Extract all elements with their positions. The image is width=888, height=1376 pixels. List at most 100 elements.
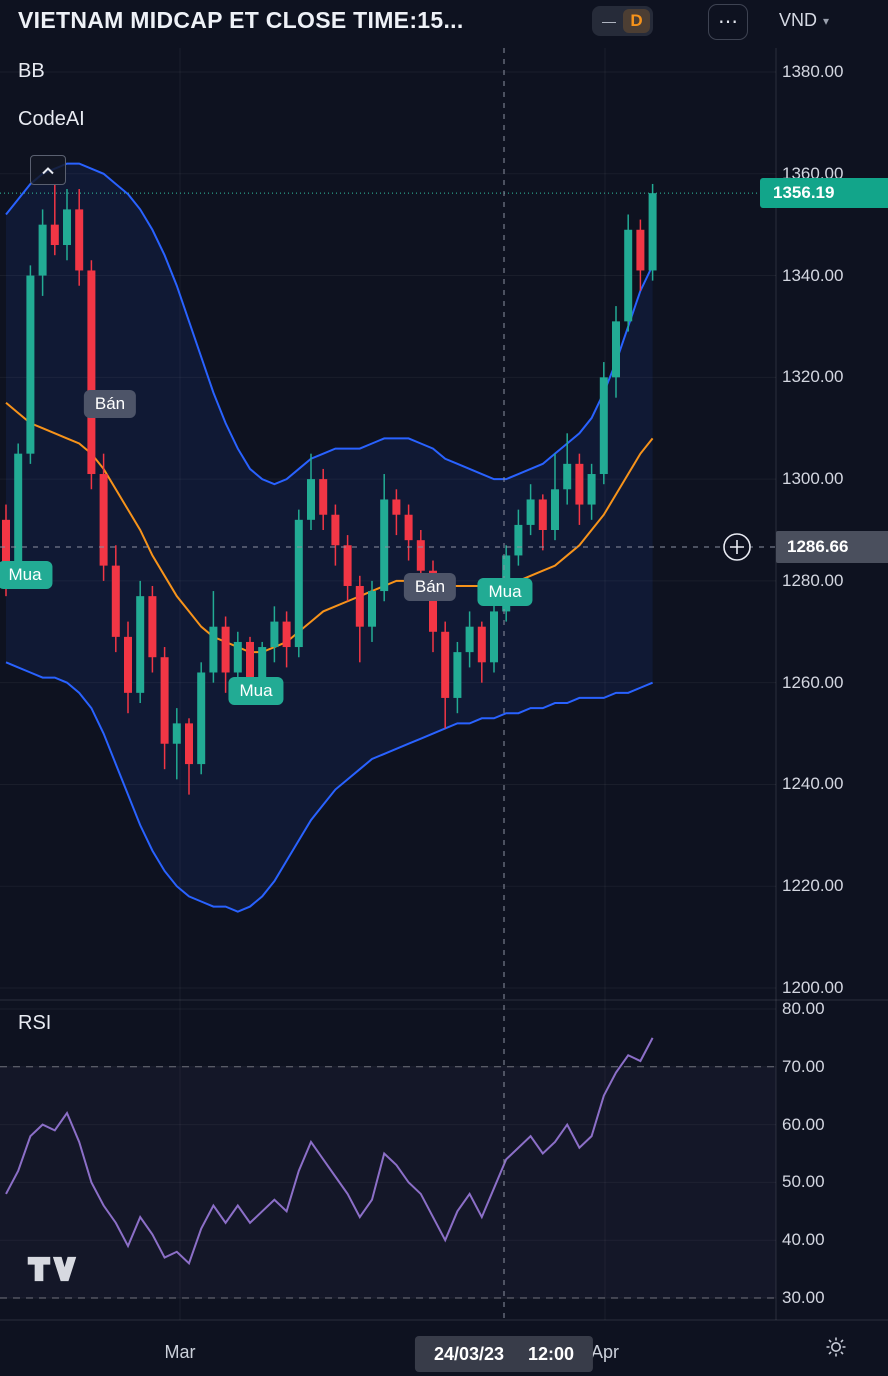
price-axis-label: 1220.00 xyxy=(782,876,844,896)
rsi-line xyxy=(5,1037,654,1266)
plus-circle-icon xyxy=(723,533,751,561)
candle-body xyxy=(99,474,108,566)
candle-body xyxy=(75,209,84,271)
candle-body xyxy=(172,723,181,744)
sun-icon xyxy=(826,1337,846,1357)
candle-body xyxy=(282,621,291,648)
candle-body xyxy=(392,499,401,515)
indicator-label-codeai[interactable]: CodeAI xyxy=(18,108,85,130)
candle-body xyxy=(136,596,145,693)
crosshair-time-tag: 24/03/23 12:00 xyxy=(414,1336,594,1372)
price-axis-label: 1300.00 xyxy=(782,469,844,489)
candle-body xyxy=(233,641,242,673)
interval-toggle[interactable]: — D xyxy=(592,6,653,36)
tradingview-logo[interactable] xyxy=(26,1254,78,1289)
interval-label: D xyxy=(623,9,650,33)
currency-selector[interactable]: VND ▾ xyxy=(779,10,829,31)
crosshair-time: 12:00 xyxy=(528,1343,575,1364)
indicator-label-bb[interactable]: BB xyxy=(18,60,45,82)
add-alert-plus-button[interactable] xyxy=(722,532,752,562)
candle-body xyxy=(209,626,218,673)
candle-body xyxy=(50,224,59,246)
price-axis-label: 1340.00 xyxy=(782,265,844,285)
candle-body xyxy=(612,321,620,378)
candle-body xyxy=(490,611,498,663)
candle-body xyxy=(38,224,47,276)
candle-body xyxy=(636,229,645,271)
candle-body xyxy=(563,463,572,490)
candle-body xyxy=(2,519,10,566)
chevron-down-icon: ▾ xyxy=(823,13,830,28)
candle-body xyxy=(307,479,315,520)
rsi-axis-label: 80.00 xyxy=(782,999,825,1018)
candle-body xyxy=(148,596,157,658)
indicator-label-rsi[interactable]: RSI xyxy=(18,1012,52,1034)
candle-body xyxy=(526,499,535,525)
candle-body xyxy=(416,540,425,571)
candle-body xyxy=(221,626,230,673)
bollinger-upper-line xyxy=(5,162,654,486)
candle-body xyxy=(185,723,193,765)
bollinger-basis-line xyxy=(5,402,654,654)
candle-body xyxy=(14,453,23,566)
candle-body xyxy=(197,672,206,765)
rsi-axis-label: 50.00 xyxy=(782,1172,825,1192)
candle-body xyxy=(599,377,608,475)
price-axis-label: 1320.00 xyxy=(782,367,844,387)
candle-body xyxy=(160,657,169,744)
price-axis-label: 1260.00 xyxy=(782,672,844,692)
candle-body xyxy=(111,565,120,637)
price-axis-label: 1200.00 xyxy=(782,978,844,997)
candle-body xyxy=(331,514,340,546)
candle-body xyxy=(453,652,462,698)
candle-body xyxy=(294,519,303,648)
rsi-axis-label: 70.00 xyxy=(782,1056,825,1076)
candle-body xyxy=(258,647,267,683)
chevron-up-icon xyxy=(42,166,54,174)
crosshair-price-tag: 1286.66 xyxy=(776,530,888,563)
candle-body xyxy=(343,545,352,586)
time-axis-tick: Apr xyxy=(590,1342,620,1362)
candle-body xyxy=(246,641,254,683)
rsi-axis-label: 40.00 xyxy=(782,1230,825,1250)
candle-body xyxy=(575,463,584,505)
time-axis[interactable]: Mar Apr 24/03/23 12:00 xyxy=(0,1320,888,1376)
candle-body xyxy=(355,585,364,627)
candle-body xyxy=(270,621,279,648)
candle-body xyxy=(368,591,376,627)
price-axis-label: 1380.00 xyxy=(782,62,844,81)
price-axis-label: 1280.00 xyxy=(782,570,844,590)
candle-body xyxy=(551,489,559,530)
candle-body xyxy=(624,229,633,322)
candle-body xyxy=(380,499,389,592)
candle-body xyxy=(465,626,474,653)
candle-body xyxy=(26,275,35,454)
rsi-axis-label: 60.00 xyxy=(782,1114,825,1134)
crosshair-date: 24/03/23 xyxy=(433,1343,505,1364)
price-axis-label: 1360.00 xyxy=(782,163,844,183)
price-axis-label: 1240.00 xyxy=(782,774,844,794)
candle-body xyxy=(124,636,132,693)
candle-body xyxy=(477,626,486,663)
more-button[interactable]: ⋯ xyxy=(708,4,748,40)
theme-sun-icon[interactable] xyxy=(824,1335,848,1364)
rsi-zone xyxy=(0,1066,776,1298)
candle-body xyxy=(319,479,328,515)
bollinger-lower-line xyxy=(5,661,653,913)
candle-body xyxy=(63,209,71,246)
hide-indicator-icon: — xyxy=(602,13,616,29)
candle-body xyxy=(429,570,437,632)
current-price-tag: 1356.19 xyxy=(760,178,888,209)
candle-body xyxy=(441,631,450,698)
candle-body xyxy=(514,524,523,556)
candle-body xyxy=(404,514,413,541)
symbol-title[interactable]: VIETNAM MIDCAP ET CLOSE TIME:15... xyxy=(18,7,464,33)
currency-label: VND xyxy=(779,10,818,30)
rsi-axis-label: 30.00 xyxy=(782,1288,825,1307)
candle-body xyxy=(87,270,96,475)
tradingview-logo-icon xyxy=(27,1256,77,1282)
candle-body xyxy=(538,499,547,530)
collapse-pane-button[interactable] xyxy=(30,155,66,185)
